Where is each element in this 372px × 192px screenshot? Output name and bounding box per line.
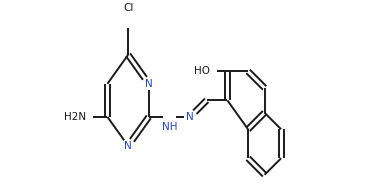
Text: Cl: Cl: [123, 3, 133, 13]
Text: HO: HO: [194, 66, 210, 76]
Text: H2N: H2N: [64, 112, 86, 122]
Text: NH: NH: [162, 122, 177, 132]
Text: N: N: [186, 112, 194, 122]
Text: N: N: [145, 79, 153, 89]
Text: N: N: [124, 141, 132, 151]
